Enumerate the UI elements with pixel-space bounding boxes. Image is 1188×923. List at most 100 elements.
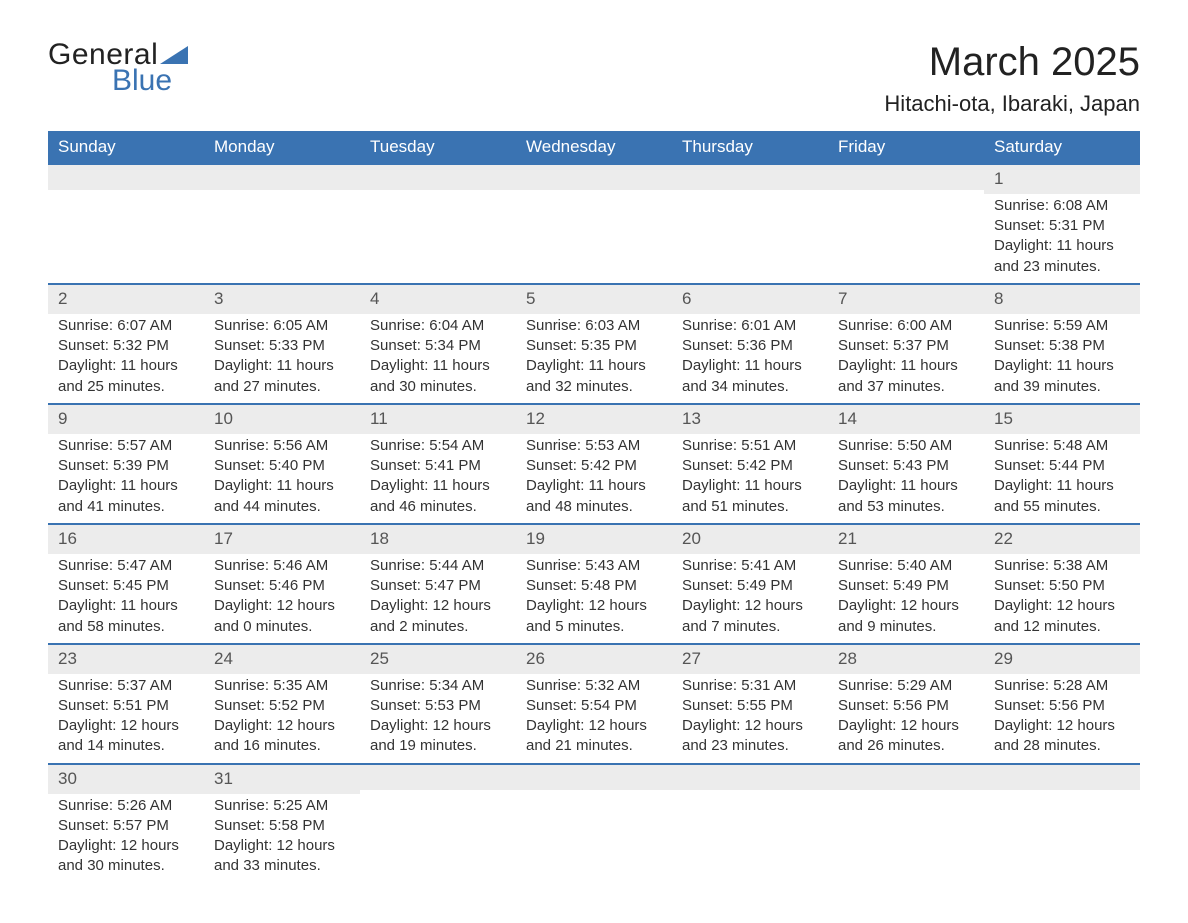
- day-cell: 25Sunrise: 5:34 AMSunset: 5:53 PMDayligh…: [360, 644, 516, 764]
- day-cell: 9Sunrise: 5:57 AMSunset: 5:39 PMDaylight…: [48, 404, 204, 524]
- day-cell: 6Sunrise: 6:01 AMSunset: 5:36 PMDaylight…: [672, 284, 828, 404]
- day-cell: 29Sunrise: 5:28 AMSunset: 5:56 PMDayligh…: [984, 644, 1140, 764]
- daylight-text: Daylight: 11 hours and 30 minutes.: [370, 356, 506, 397]
- day-number: [984, 765, 1140, 790]
- sunset-text: Sunset: 5:49 PM: [682, 576, 818, 596]
- day-details: Sunrise: 5:32 AMSunset: 5:54 PMDaylight:…: [516, 674, 672, 763]
- day-number: 30: [48, 765, 204, 794]
- day-number: 3: [204, 285, 360, 314]
- daylight-text: Daylight: 11 hours and 34 minutes.: [682, 356, 818, 397]
- day-cell: 30Sunrise: 5:26 AMSunset: 5:57 PMDayligh…: [48, 764, 204, 883]
- sunset-text: Sunset: 5:44 PM: [994, 456, 1130, 476]
- day-cell: 8Sunrise: 5:59 AMSunset: 5:38 PMDaylight…: [984, 284, 1140, 404]
- day-details: [360, 190, 516, 270]
- sunrise-text: Sunrise: 5:50 AM: [838, 436, 974, 456]
- daylight-text: Daylight: 12 hours and 9 minutes.: [838, 596, 974, 637]
- sunrise-text: Sunrise: 5:31 AM: [682, 676, 818, 696]
- day-cell: 22Sunrise: 5:38 AMSunset: 5:50 PMDayligh…: [984, 524, 1140, 644]
- day-details: [360, 790, 516, 870]
- sunrise-text: Sunrise: 5:37 AM: [58, 676, 194, 696]
- sunrise-text: Sunrise: 5:29 AM: [838, 676, 974, 696]
- sunset-text: Sunset: 5:47 PM: [370, 576, 506, 596]
- sunrise-text: Sunrise: 5:46 AM: [214, 556, 350, 576]
- sunrise-text: Sunrise: 5:25 AM: [214, 796, 350, 816]
- daylight-text: Daylight: 12 hours and 12 minutes.: [994, 596, 1130, 637]
- daylight-text: Daylight: 12 hours and 16 minutes.: [214, 716, 350, 757]
- day-cell: 31Sunrise: 5:25 AMSunset: 5:58 PMDayligh…: [204, 764, 360, 883]
- day-details: [672, 790, 828, 870]
- day-number: 26: [516, 645, 672, 674]
- brand-logo: General Blue: [48, 40, 188, 96]
- day-details: Sunrise: 5:54 AMSunset: 5:41 PMDaylight:…: [360, 434, 516, 523]
- day-details: Sunrise: 5:53 AMSunset: 5:42 PMDaylight:…: [516, 434, 672, 523]
- day-number: 1: [984, 165, 1140, 194]
- day-number: [204, 165, 360, 190]
- day-details: [984, 790, 1140, 870]
- day-details: [516, 790, 672, 870]
- sunset-text: Sunset: 5:42 PM: [526, 456, 662, 476]
- day-cell: [204, 164, 360, 284]
- day-details: Sunrise: 5:57 AMSunset: 5:39 PMDaylight:…: [48, 434, 204, 523]
- daylight-text: Daylight: 11 hours and 46 minutes.: [370, 476, 506, 517]
- daylight-text: Daylight: 11 hours and 51 minutes.: [682, 476, 818, 517]
- day-number: 14: [828, 405, 984, 434]
- sunset-text: Sunset: 5:52 PM: [214, 696, 350, 716]
- sunrise-text: Sunrise: 6:08 AM: [994, 196, 1130, 216]
- day-details: [48, 190, 204, 270]
- sunrise-text: Sunrise: 5:40 AM: [838, 556, 974, 576]
- day-cell: 1Sunrise: 6:08 AMSunset: 5:31 PMDaylight…: [984, 164, 1140, 284]
- month-title: March 2025: [884, 40, 1140, 85]
- daylight-text: Daylight: 11 hours and 23 minutes.: [994, 236, 1130, 277]
- daylight-text: Daylight: 12 hours and 33 minutes.: [214, 836, 350, 877]
- daylight-text: Daylight: 12 hours and 5 minutes.: [526, 596, 662, 637]
- day-cell: 27Sunrise: 5:31 AMSunset: 5:55 PMDayligh…: [672, 644, 828, 764]
- daylight-text: Daylight: 12 hours and 28 minutes.: [994, 716, 1130, 757]
- day-header: Monday: [204, 131, 360, 164]
- day-details: Sunrise: 5:31 AMSunset: 5:55 PMDaylight:…: [672, 674, 828, 763]
- week-row: 1Sunrise: 6:08 AMSunset: 5:31 PMDaylight…: [48, 164, 1140, 284]
- day-details: Sunrise: 5:43 AMSunset: 5:48 PMDaylight:…: [516, 554, 672, 643]
- week-row: 2Sunrise: 6:07 AMSunset: 5:32 PMDaylight…: [48, 284, 1140, 404]
- day-number: 13: [672, 405, 828, 434]
- day-number: 25: [360, 645, 516, 674]
- day-details: Sunrise: 5:46 AMSunset: 5:46 PMDaylight:…: [204, 554, 360, 643]
- sunset-text: Sunset: 5:49 PM: [838, 576, 974, 596]
- day-details: [828, 790, 984, 870]
- sunset-text: Sunset: 5:54 PM: [526, 696, 662, 716]
- day-cell: 21Sunrise: 5:40 AMSunset: 5:49 PMDayligh…: [828, 524, 984, 644]
- day-cell: [672, 164, 828, 284]
- day-header: Wednesday: [516, 131, 672, 164]
- day-details: Sunrise: 6:08 AMSunset: 5:31 PMDaylight:…: [984, 194, 1140, 283]
- sunrise-text: Sunrise: 6:01 AM: [682, 316, 818, 336]
- day-details: [516, 190, 672, 270]
- sunset-text: Sunset: 5:56 PM: [838, 696, 974, 716]
- day-cell: 18Sunrise: 5:44 AMSunset: 5:47 PMDayligh…: [360, 524, 516, 644]
- day-number: 15: [984, 405, 1140, 434]
- day-details: Sunrise: 5:44 AMSunset: 5:47 PMDaylight:…: [360, 554, 516, 643]
- day-number: 22: [984, 525, 1140, 554]
- day-number: 7: [828, 285, 984, 314]
- day-cell: [672, 764, 828, 883]
- daylight-text: Daylight: 11 hours and 55 minutes.: [994, 476, 1130, 517]
- day-cell: [828, 164, 984, 284]
- sunset-text: Sunset: 5:39 PM: [58, 456, 194, 476]
- day-number: 20: [672, 525, 828, 554]
- sunset-text: Sunset: 5:45 PM: [58, 576, 194, 596]
- sunset-text: Sunset: 5:31 PM: [994, 216, 1130, 236]
- day-header-row: Sunday Monday Tuesday Wednesday Thursday…: [48, 131, 1140, 164]
- day-cell: [360, 164, 516, 284]
- day-details: Sunrise: 5:29 AMSunset: 5:56 PMDaylight:…: [828, 674, 984, 763]
- day-number: 23: [48, 645, 204, 674]
- sunrise-text: Sunrise: 5:57 AM: [58, 436, 194, 456]
- sunrise-text: Sunrise: 5:47 AM: [58, 556, 194, 576]
- day-details: Sunrise: 5:47 AMSunset: 5:45 PMDaylight:…: [48, 554, 204, 643]
- sunset-text: Sunset: 5:36 PM: [682, 336, 818, 356]
- daylight-text: Daylight: 11 hours and 44 minutes.: [214, 476, 350, 517]
- day-details: Sunrise: 5:51 AMSunset: 5:42 PMDaylight:…: [672, 434, 828, 523]
- day-details: Sunrise: 6:03 AMSunset: 5:35 PMDaylight:…: [516, 314, 672, 403]
- day-number: 19: [516, 525, 672, 554]
- day-number: [516, 765, 672, 790]
- day-header: Tuesday: [360, 131, 516, 164]
- day-number: 17: [204, 525, 360, 554]
- daylight-text: Daylight: 12 hours and 2 minutes.: [370, 596, 506, 637]
